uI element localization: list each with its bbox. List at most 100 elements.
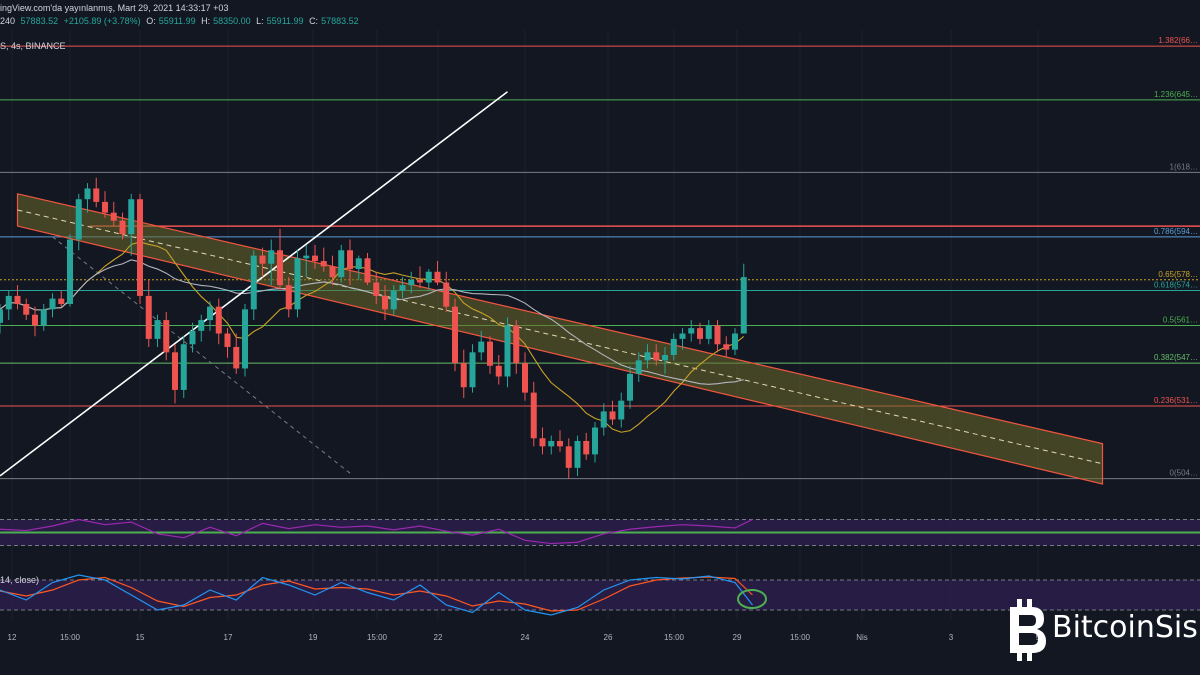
time-axis-label: 15:00 <box>367 633 388 642</box>
time-axis-label: 26 <box>604 633 613 642</box>
stoch-band <box>0 580 1200 610</box>
candle-body <box>548 440 555 447</box>
candle-body <box>23 303 30 315</box>
candle-body <box>714 325 721 345</box>
candle-body <box>662 355 668 361</box>
candle-body <box>670 338 677 356</box>
candle-body <box>224 333 231 347</box>
candle-body <box>618 400 625 420</box>
channel-midline <box>17 209 1103 465</box>
candle-body <box>399 285 406 291</box>
open-value: 55911.99 <box>158 16 196 26</box>
candle-body <box>697 328 703 339</box>
candle-body <box>93 188 100 202</box>
candle-body <box>110 212 117 221</box>
candle-body <box>233 346 240 369</box>
candle-body <box>154 320 161 339</box>
candle-body <box>452 306 458 364</box>
candle-body <box>539 438 546 447</box>
fib-level-label: 0.236(531… <box>1154 396 1198 405</box>
candle-body <box>14 295 21 304</box>
candle-body <box>102 201 108 213</box>
candle-body <box>40 309 47 326</box>
candle-body <box>215 306 222 334</box>
candle-body <box>495 365 502 377</box>
close-label: C: <box>309 16 319 26</box>
ohlc-readout: 240 57883.52 +2105.89 (+3.78%) O: 55911.9… <box>0 16 362 26</box>
candle-body <box>609 411 616 420</box>
candle-body <box>49 298 56 310</box>
candle-body <box>347 250 353 270</box>
time-axis-label: 15 <box>136 633 145 642</box>
candle-body <box>679 333 686 339</box>
time-axis-label: Nis <box>856 633 868 642</box>
candle-body <box>320 261 327 267</box>
candle-body <box>172 352 178 390</box>
candle-body <box>5 295 12 310</box>
candle-body <box>635 360 642 374</box>
fib-level-label: 0.382(547… <box>1154 353 1198 362</box>
candle-body <box>583 440 590 455</box>
candle-body <box>329 266 336 278</box>
candle-body <box>67 239 73 304</box>
candle-body <box>312 255 318 261</box>
change-value: +2105.89 (+3.78%) <box>63 16 141 26</box>
candle-body <box>469 352 476 388</box>
time-axis-label: 15:00 <box>790 633 811 642</box>
candle-body <box>207 306 213 321</box>
candle-body <box>740 277 747 334</box>
candle-body <box>294 258 301 310</box>
time-axis-label: 12 <box>8 633 17 642</box>
fib-level-label: 0(504… <box>1170 469 1198 478</box>
moving-average-line <box>0 259 744 385</box>
descending-channel <box>16 193 1104 485</box>
candle-body <box>530 392 537 439</box>
candle-body <box>189 330 196 345</box>
candle-body <box>653 352 660 361</box>
candle-body <box>364 258 371 283</box>
bitcoinsistemi-logo: BitcoinSis <box>1000 595 1200 665</box>
crossover-highlight <box>737 589 767 609</box>
high-label: H: <box>201 16 211 26</box>
candle-body <box>522 363 528 393</box>
candle-body <box>137 199 143 296</box>
price-value: 57883.52 <box>20 16 59 26</box>
candle-body <box>75 199 82 240</box>
candle-body <box>600 411 607 428</box>
fib-level-label: 0.65(578… <box>1158 270 1198 279</box>
time-axis-label: 3 <box>949 633 954 642</box>
fib-level-label: 0.5(561… <box>1163 315 1198 324</box>
fib-level-label: 1(618… <box>1170 162 1198 171</box>
candle-body <box>180 344 187 390</box>
candle-body <box>565 446 572 468</box>
candle-body <box>478 341 485 353</box>
candle-body <box>242 309 248 369</box>
candle-body <box>0 309 3 323</box>
time-axis-label: 17 <box>224 633 233 642</box>
time-axis-label: 15:00 <box>60 633 81 642</box>
logo-text: BitcoinSis <box>1052 610 1198 645</box>
candle-body <box>417 279 423 283</box>
candle-body <box>58 298 65 304</box>
candle-body <box>338 250 345 278</box>
candle-body <box>592 427 598 455</box>
candle-body <box>443 282 450 307</box>
bitcoin-icon <box>1010 599 1046 661</box>
candle-body <box>460 363 467 388</box>
candle-body <box>84 188 91 200</box>
candle-body <box>128 199 135 235</box>
interval-value: 240 <box>0 16 16 26</box>
publish-info: ingView.com'da yayınlanmış, Mart 29, 202… <box>0 3 229 13</box>
fib-level-label: 0.786(594… <box>1154 227 1198 236</box>
close-value: 57883.52 <box>321 16 359 26</box>
candle-body <box>644 352 651 361</box>
time-axis-label: 22 <box>434 633 443 642</box>
candle-body <box>198 320 205 331</box>
candle-body <box>259 255 266 264</box>
time-axis-label: 15:00 <box>664 633 685 642</box>
candle-body <box>705 325 712 339</box>
fib-level-label: 0.618(574… <box>1154 281 1198 290</box>
candle-body <box>32 314 38 326</box>
